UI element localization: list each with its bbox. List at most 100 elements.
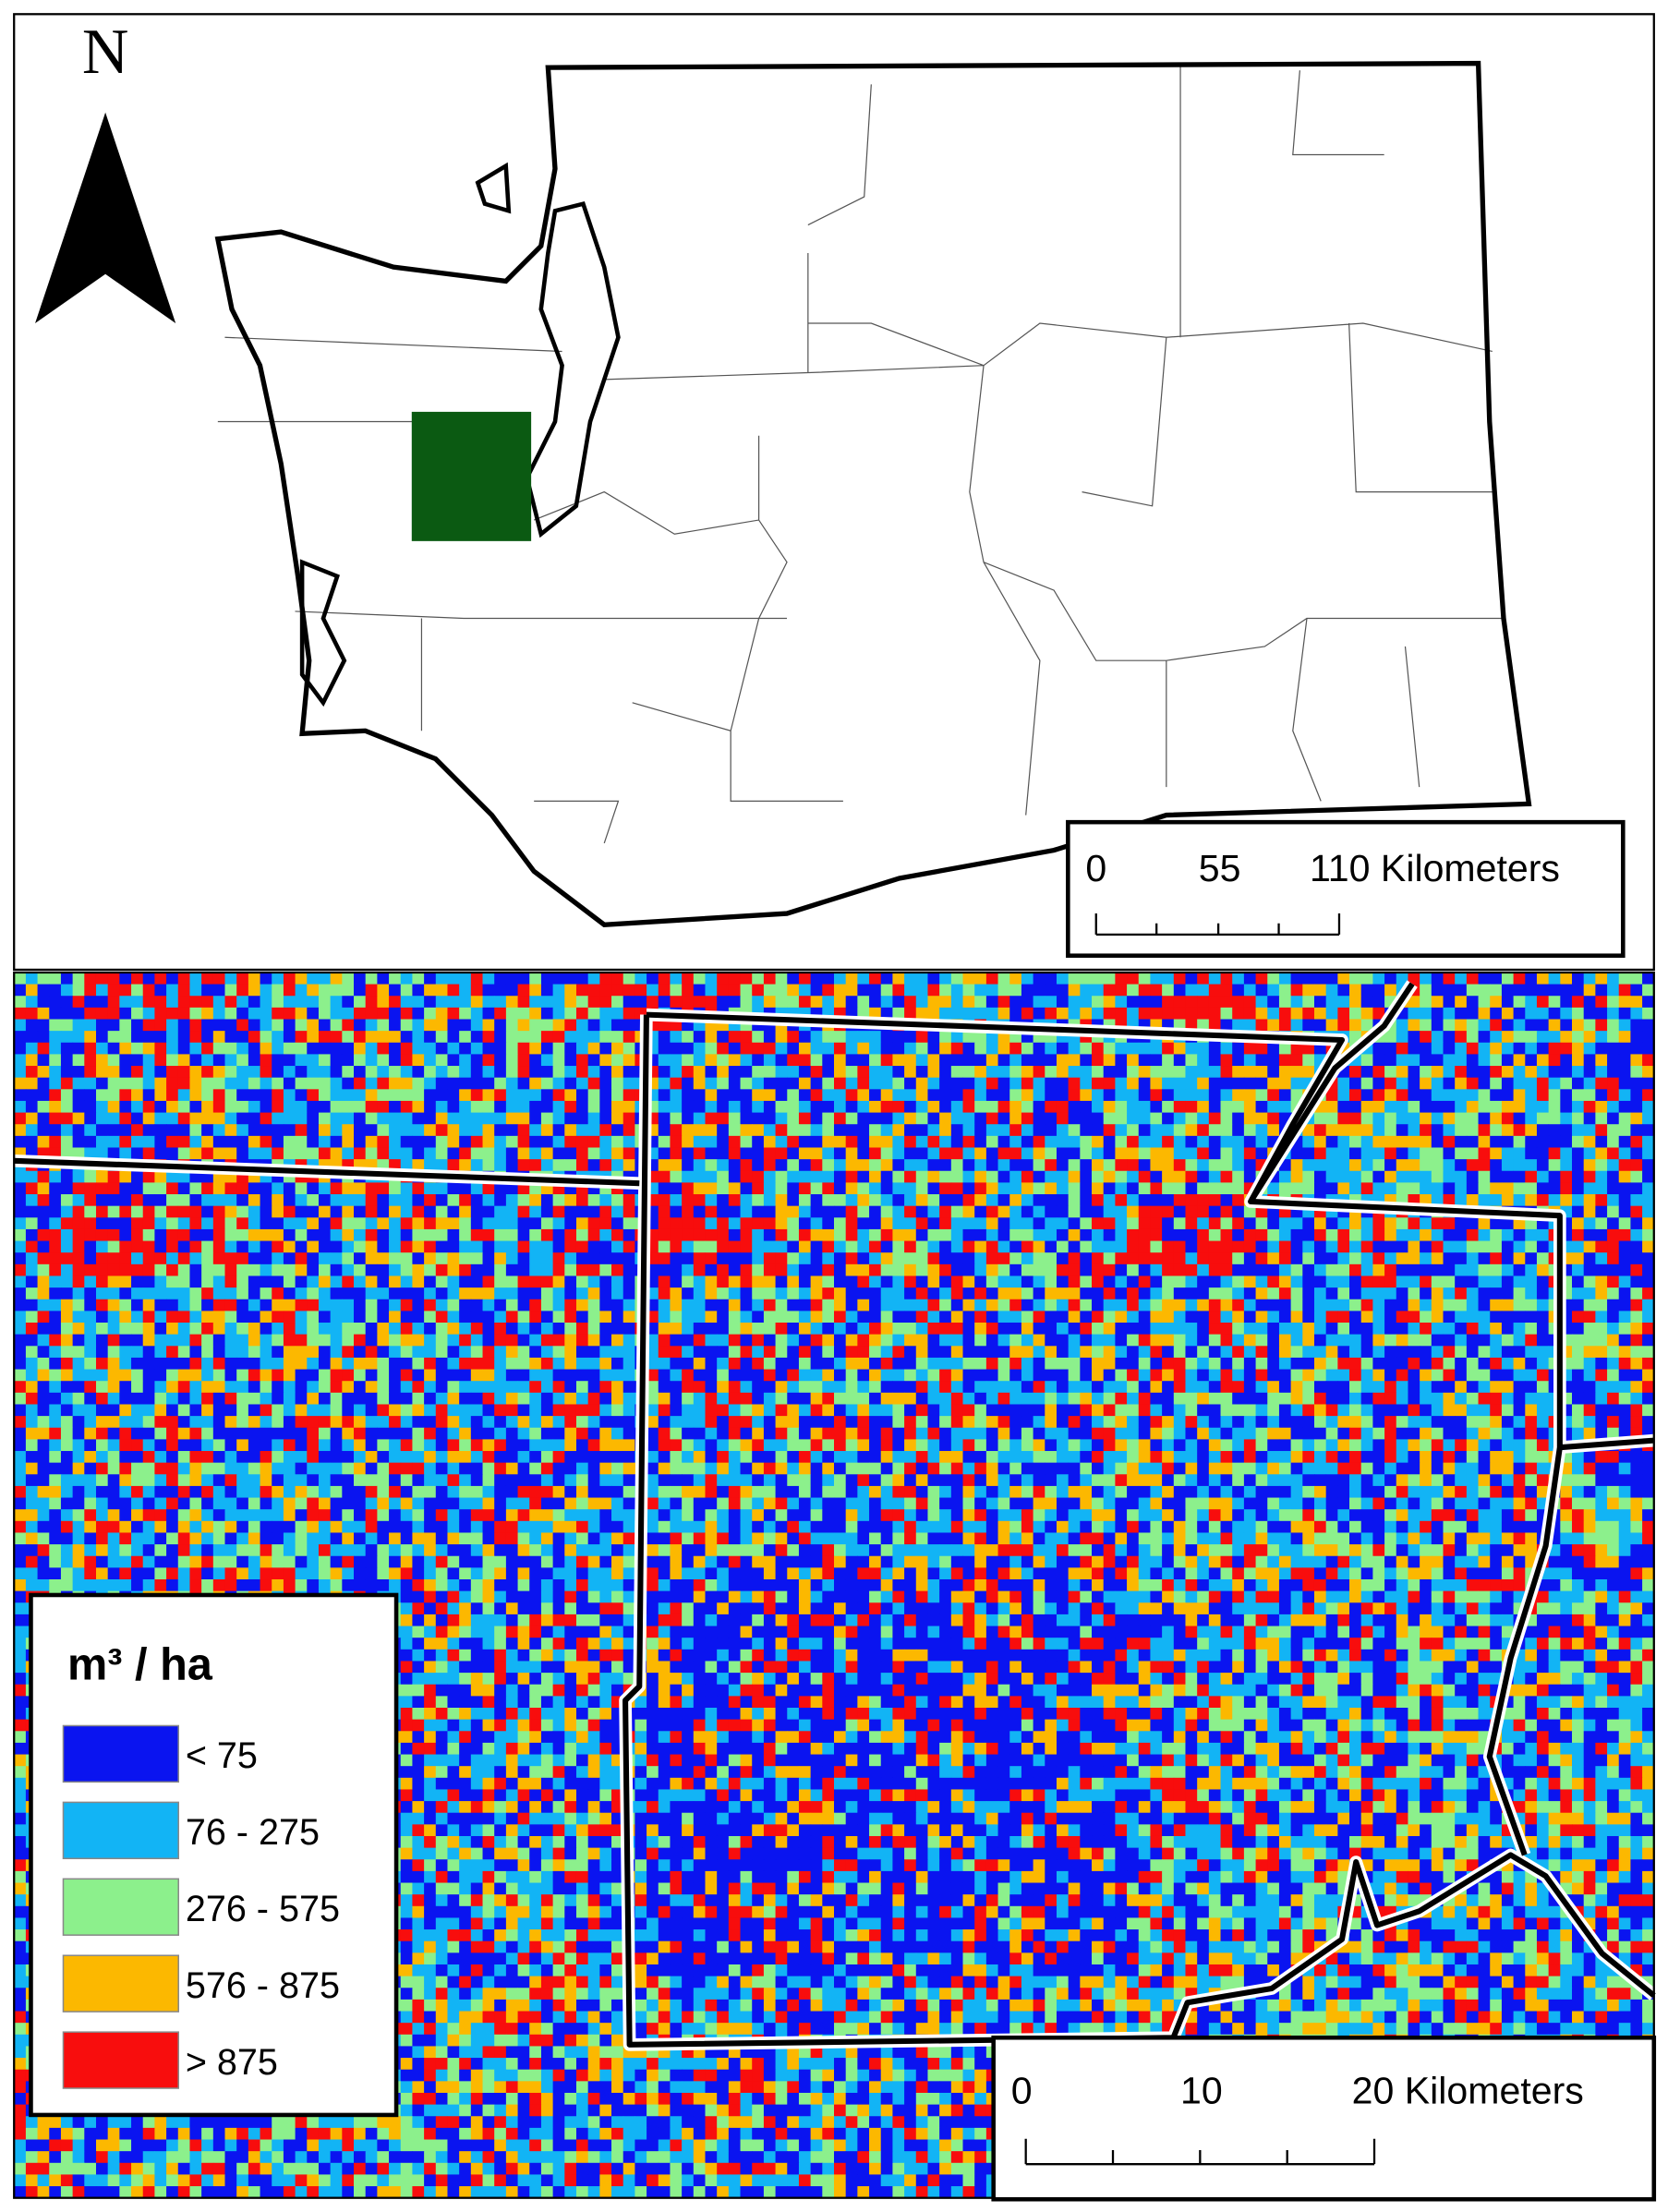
raster-cell [904,1194,917,1207]
raster-cell [1572,1147,1585,1160]
raster-cell [1536,1323,1550,1336]
raster-cell [552,1217,565,1230]
raster-cell [682,1100,695,1114]
raster-cell [1302,1323,1315,1336]
raster-cell [14,1170,27,1183]
raster-cell [904,1066,917,1079]
raster-cell [787,1275,800,1288]
raster-cell [1384,1240,1397,1253]
raster-cell [400,1381,413,1394]
raster-cell [1033,1323,1046,1336]
raster-cell [1501,996,1515,1009]
raster-cell [857,1182,870,1195]
raster-cell [787,972,800,985]
raster-cell [1068,1007,1081,1020]
raster-cell [119,1334,132,1347]
raster-cell [974,1170,987,1183]
raster-cell [740,1346,753,1359]
raster-cell [154,1228,167,1242]
raster-cell [84,972,97,985]
raster-cell [552,1066,565,1079]
raster-cell [318,1334,332,1347]
raster-cell [880,1147,893,1160]
raster-cell [119,1252,132,1265]
raster-cell [1478,1135,1491,1148]
raster-cell [60,1077,74,1090]
raster-cell [272,1147,284,1160]
raster-cell [540,1194,554,1207]
raster-cell [845,1323,858,1336]
raster-cell [705,1311,718,1324]
raster-cell [435,1100,448,1114]
raster-cell [49,1054,62,1067]
raster-cell [670,1182,683,1195]
raster-cell [1455,1147,1468,1160]
raster-cell [1525,1112,1538,1125]
raster-cell [682,1066,695,1079]
raster-cell [318,1311,332,1324]
raster-cell [365,1287,378,1300]
raster-cell [1455,1089,1468,1102]
raster-cell [1443,1054,1456,1067]
raster-cell [295,1369,308,1382]
raster-cell [845,1089,858,1102]
raster-cell [1045,1311,1058,1324]
raster-cell [1408,1252,1420,1265]
raster-cell [84,1089,97,1102]
raster-cell [166,1381,179,1394]
raster-cell [517,1369,530,1382]
raster-cell [1595,972,1608,985]
raster-cell [318,1077,332,1090]
raster-cell [1150,1077,1163,1090]
raster-cell [1525,1066,1538,1079]
raster-cell [447,1334,460,1347]
raster-cell [260,1089,272,1102]
raster-cell [1408,1275,1420,1288]
raster-cell [1560,1042,1573,1055]
raster-cell [1501,1077,1515,1090]
raster-cell [880,1066,893,1079]
raster-cell [1080,1170,1093,1183]
raster-cell [1232,1100,1245,1114]
raster-cell [927,1042,940,1055]
raster-cell [107,1263,120,1276]
raster-cell [272,1263,284,1276]
raster-cell [424,1066,437,1079]
raster-cell [997,972,1010,985]
raster-cell [1185,1054,1198,1067]
raster-cell [1267,1369,1280,1382]
raster-cell [212,1112,225,1125]
raster-cell [1548,1007,1561,1020]
raster-cell [95,1124,109,1137]
raster-cell [389,972,402,985]
raster-cell [470,1240,483,1253]
raster-cell [1466,1275,1480,1288]
raster-cell [494,1007,507,1020]
raster-cell [599,1287,612,1300]
raster-cell [37,1275,50,1288]
raster-cell [658,1089,671,1102]
raster-cell [997,1217,1010,1230]
raster-cell [25,1287,39,1300]
raster-cell [248,1182,261,1195]
raster-cell [330,1031,343,1044]
raster-cell [1595,1042,1608,1055]
raster-cell [1092,1089,1105,1102]
raster-cell [1360,1252,1373,1265]
raster-cell [1384,1135,1397,1148]
raster-cell [1560,1066,1573,1079]
raster-cell [60,1240,74,1253]
raster-cell [365,1311,378,1324]
raster-cell [37,1263,50,1276]
raster-cell [365,1217,378,1230]
raster-cell [1548,996,1561,1009]
raster-cell [904,972,917,985]
raster-cell [318,1240,332,1253]
raster-cell [49,1240,62,1253]
raster-cell [459,1019,472,1032]
raster-cell [962,1381,975,1394]
raster-cell [622,1287,635,1300]
raster-cell [365,1263,378,1276]
raster-cell [1243,972,1257,985]
raster-cell [1103,1240,1116,1253]
